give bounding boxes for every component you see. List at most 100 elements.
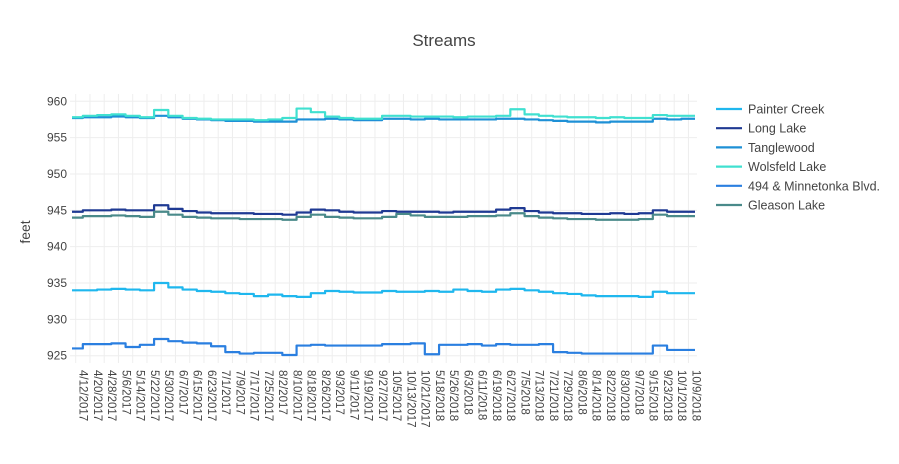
- data-point[interactable]: [602, 352, 604, 355]
- data-point[interactable]: [659, 209, 661, 212]
- data-point[interactable]: [288, 354, 291, 356]
- data-point[interactable]: [131, 346, 134, 348]
- data-point[interactable]: [459, 116, 462, 119]
- data-point[interactable]: [103, 288, 105, 291]
- data-point[interactable]: [89, 289, 91, 292]
- data-point[interactable]: [103, 114, 105, 116]
- data-point[interactable]: [416, 118, 419, 121]
- data-point[interactable]: [345, 210, 348, 213]
- data-point[interactable]: [530, 113, 533, 116]
- data-point[interactable]: [89, 209, 91, 212]
- data-point[interactable]: [644, 117, 647, 119]
- data-point[interactable]: [445, 290, 448, 293]
- data-point[interactable]: [587, 294, 590, 297]
- data-point[interactable]: [545, 290, 547, 293]
- data-point[interactable]: [402, 290, 405, 293]
- data-point[interactable]: [388, 117, 391, 120]
- data-point[interactable]: [630, 352, 633, 355]
- data-point[interactable]: [559, 120, 561, 122]
- data-point[interactable]: [117, 342, 120, 345]
- data-point[interactable]: [530, 215, 533, 217]
- data-point[interactable]: [573, 120, 576, 123]
- data-point[interactable]: [245, 212, 248, 215]
- data-point[interactable]: [217, 118, 219, 121]
- data-point[interactable]: [545, 211, 547, 214]
- data-point[interactable]: [431, 210, 433, 213]
- data-point[interactable]: [188, 216, 191, 218]
- data-point[interactable]: [160, 282, 162, 284]
- data-point[interactable]: [445, 344, 448, 346]
- data-point[interactable]: [302, 344, 305, 347]
- data-point[interactable]: [445, 115, 448, 118]
- data-point[interactable]: [231, 292, 234, 295]
- data-point[interactable]: [160, 204, 162, 207]
- data-point[interactable]: [217, 290, 219, 293]
- data-point[interactable]: [659, 213, 661, 216]
- data-point[interactable]: [345, 344, 348, 347]
- data-point[interactable]: [559, 217, 561, 220]
- data-point[interactable]: [117, 214, 120, 217]
- legend-item[interactable]: Tanglewood: [716, 141, 815, 155]
- data-point[interactable]: [203, 290, 205, 292]
- data-point[interactable]: [288, 120, 291, 123]
- data-point[interactable]: [217, 345, 219, 348]
- data-point[interactable]: [559, 212, 561, 215]
- data-point[interactable]: [302, 118, 305, 121]
- data-point[interactable]: [573, 218, 576, 220]
- data-point[interactable]: [331, 344, 334, 347]
- data-point[interactable]: [260, 218, 262, 220]
- data-point[interactable]: [687, 215, 690, 217]
- data-point[interactable]: [288, 218, 291, 221]
- data-point[interactable]: [587, 116, 590, 119]
- data-point[interactable]: [217, 217, 219, 220]
- data-point[interactable]: [103, 209, 105, 212]
- data-point[interactable]: [630, 218, 633, 221]
- data-point[interactable]: [331, 290, 334, 292]
- data-point[interactable]: [459, 344, 462, 346]
- data-point[interactable]: [402, 115, 405, 117]
- data-point[interactable]: [687, 349, 690, 351]
- data-point[interactable]: [74, 210, 77, 213]
- data-point[interactable]: [74, 216, 77, 219]
- data-point[interactable]: [559, 292, 561, 295]
- data-point[interactable]: [231, 217, 234, 220]
- data-point[interactable]: [288, 213, 291, 216]
- data-point[interactable]: [288, 295, 291, 297]
- data-point[interactable]: [174, 286, 177, 289]
- data-point[interactable]: [587, 352, 590, 355]
- data-point[interactable]: [573, 293, 576, 295]
- data-point[interactable]: [317, 292, 319, 295]
- data-point[interactable]: [659, 290, 661, 293]
- data-point[interactable]: [89, 343, 91, 345]
- data-point[interactable]: [459, 210, 462, 213]
- data-point[interactable]: [616, 352, 618, 355]
- data-point[interactable]: [359, 211, 362, 214]
- data-point[interactable]: [630, 295, 633, 297]
- data-point[interactable]: [231, 118, 234, 121]
- data-point[interactable]: [616, 295, 618, 297]
- series-line-0[interactable]: [72, 281, 695, 298]
- data-point[interactable]: [587, 213, 590, 215]
- data-point[interactable]: [644, 120, 647, 123]
- data-point[interactable]: [559, 115, 561, 118]
- data-point[interactable]: [502, 208, 505, 211]
- data-point[interactable]: [602, 213, 604, 215]
- data-point[interactable]: [117, 208, 120, 211]
- data-point[interactable]: [345, 117, 348, 119]
- data-point[interactable]: [402, 210, 405, 213]
- data-point[interactable]: [345, 290, 348, 293]
- data-point[interactable]: [203, 211, 205, 214]
- data-point[interactable]: [616, 212, 618, 215]
- data-point[interactable]: [673, 215, 675, 217]
- data-point[interactable]: [473, 210, 476, 213]
- data-point[interactable]: [103, 116, 105, 119]
- data-point[interactable]: [146, 344, 148, 346]
- data-point[interactable]: [331, 209, 334, 212]
- data-point[interactable]: [687, 117, 690, 120]
- data-point[interactable]: [374, 344, 376, 347]
- data-point[interactable]: [473, 215, 476, 217]
- data-point[interactable]: [160, 210, 162, 213]
- series-line-1[interactable]: [72, 204, 695, 216]
- data-point[interactable]: [416, 115, 419, 118]
- legend-item[interactable]: Long Lake: [716, 122, 806, 136]
